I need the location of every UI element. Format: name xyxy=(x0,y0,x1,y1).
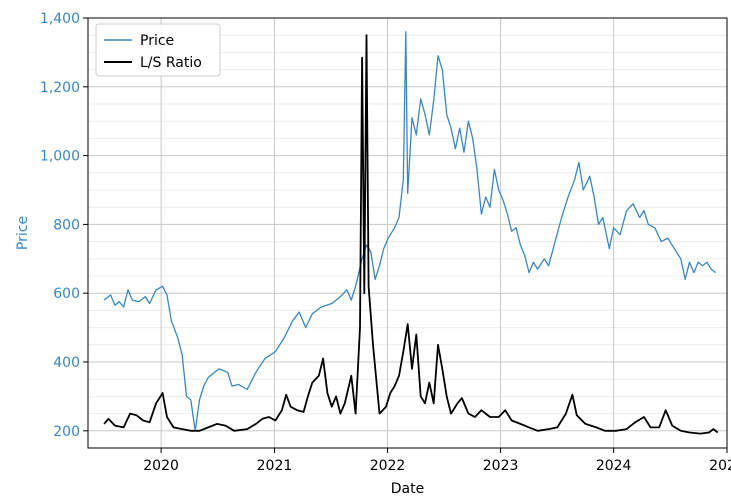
x-tick-label: 2023 xyxy=(483,458,519,474)
x-tick-label: 2025 xyxy=(709,458,731,474)
y-tick-label: 1,200 xyxy=(40,80,80,96)
y-axis-title: Price xyxy=(15,216,31,250)
y-tick-label: 1,400 xyxy=(40,11,80,27)
legend-label: L/S Ratio xyxy=(140,55,202,71)
y-tick-label: 400 xyxy=(53,355,80,371)
x-tick-label: 2024 xyxy=(596,458,632,474)
series-layer xyxy=(103,31,719,435)
y-tick-label: 600 xyxy=(53,286,80,302)
legend: Price L/S Ratio xyxy=(95,23,221,77)
y-tick-label: 800 xyxy=(53,217,80,233)
series-line-price xyxy=(103,31,716,432)
series-line-ls-ratio xyxy=(103,34,719,435)
plot-frame xyxy=(87,17,728,449)
x-tick-label: 2020 xyxy=(143,458,179,474)
y-tick-label: 200 xyxy=(53,424,80,440)
x-tick-label: 2022 xyxy=(370,458,406,474)
x-tick-label: 2021 xyxy=(257,458,293,474)
y-tick-label: 1,000 xyxy=(40,149,80,165)
x-axis-title: Date xyxy=(391,481,424,497)
x-axis: 2020 2021 2022 2023 2024 2025 xyxy=(143,448,731,474)
legend-label: Price xyxy=(140,33,174,49)
y-axis: 200 400 600 800 1,000 1,200 1,400 xyxy=(40,11,88,440)
